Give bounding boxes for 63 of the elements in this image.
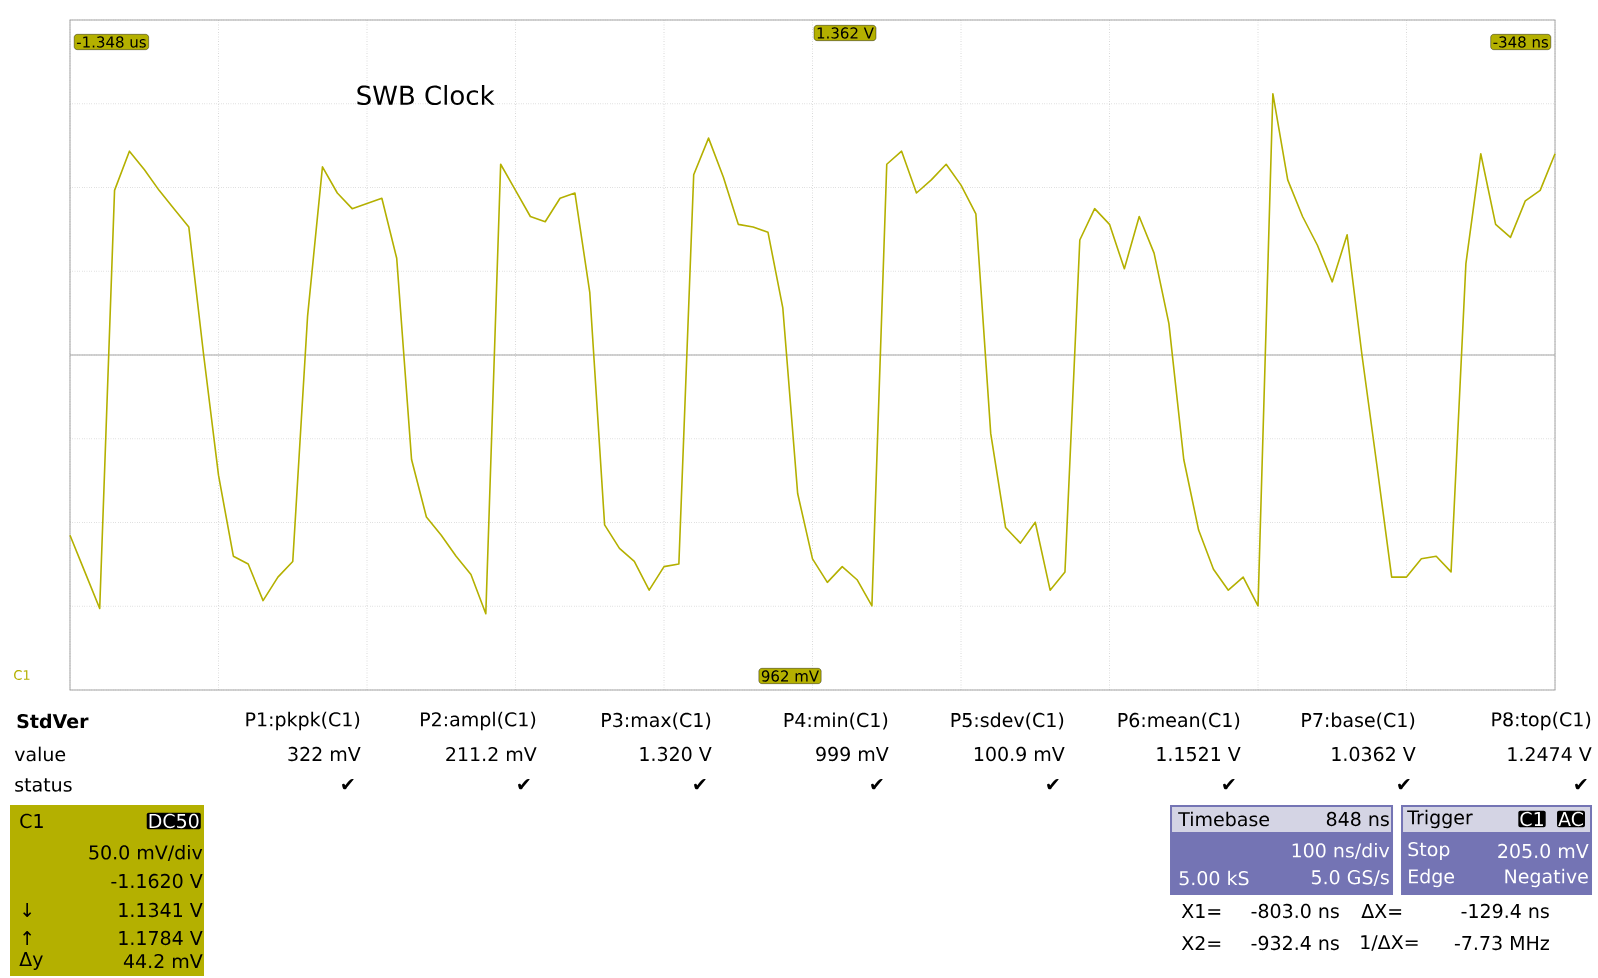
text: 5.0 GS/s	[1311, 870, 1389, 886]
text: P6:mean(C1)	[1118, 712, 1240, 730]
text: ✔	[1575, 779, 1587, 790]
text: -1.1620 V	[111, 873, 203, 889]
text: P3:max(C1)	[602, 712, 711, 730]
text: ✔	[1047, 779, 1059, 790]
text: P2:ampl(C1)	[421, 711, 536, 731]
text: P8:top(C1)	[1492, 711, 1591, 731]
text: ✔	[1398, 779, 1410, 790]
text: X1=	[1181, 904, 1221, 918]
text: 1.1784 V	[119, 930, 203, 946]
text: ✔	[1223, 779, 1235, 790]
text: Negative	[1505, 868, 1588, 888]
text: 1.1341 V	[119, 902, 203, 918]
text: 205.0 mV	[1498, 843, 1589, 859]
text: C1	[14, 670, 30, 680]
text: C1	[1520, 811, 1543, 827]
text: Trigger	[1407, 809, 1473, 829]
text: 1.1521 V	[1157, 746, 1241, 762]
text: 1.362 V	[817, 27, 874, 39]
text: ↑	[23, 931, 32, 945]
text: 1.0362 V	[1332, 746, 1416, 762]
chart-title: SWB Clock	[357, 84, 495, 106]
text: ✔	[871, 779, 883, 790]
text: 1.320 V	[640, 746, 712, 762]
text: 5.00 kS	[1179, 870, 1249, 886]
text: DC50	[149, 813, 199, 829]
text: C1	[20, 813, 43, 829]
text: ↓	[23, 903, 32, 917]
text: -803.0 ns	[1251, 903, 1339, 919]
text: -129.4 ns	[1461, 903, 1549, 919]
text: StdVer	[17, 713, 89, 729]
text: X2=	[1181, 935, 1221, 951]
text: P5:sdev(C1)	[951, 712, 1064, 730]
text: 1/ΔX=	[1361, 935, 1418, 951]
text: -1.348 us	[76, 36, 146, 48]
text: 211.2 mV	[446, 746, 537, 762]
text: P4:min(C1)	[784, 712, 888, 730]
text: Δy	[19, 952, 43, 970]
text: Timebase	[1178, 811, 1270, 827]
text: ΔX=	[1361, 904, 1402, 918]
text: 848 ns	[1326, 811, 1389, 827]
text: ✔	[342, 779, 354, 790]
text: ✔	[694, 779, 706, 790]
text: 100.9 mV	[974, 746, 1065, 762]
text: 44.2 mV	[123, 953, 203, 969]
text: P1:pkpk(C1)	[246, 711, 360, 731]
text: 1.2474 V	[1508, 746, 1592, 762]
text: -348 ns	[1493, 36, 1549, 48]
text: 322 mV	[288, 746, 361, 762]
text: Edge	[1409, 868, 1455, 888]
text: ✔	[518, 779, 530, 790]
text: 999 mV	[816, 746, 889, 762]
text: AC	[1558, 811, 1583, 827]
text: P7:base(C1)	[1302, 712, 1415, 730]
text: 50.0 mV/div	[89, 844, 203, 862]
text: -7.73 MHz	[1454, 935, 1549, 951]
text: value	[14, 746, 66, 762]
text: 962 mV	[761, 670, 819, 682]
text: 100 ns/div	[1292, 842, 1390, 860]
text: status	[15, 778, 72, 792]
text: -932.4 ns	[1251, 935, 1339, 951]
text: Stop	[1408, 841, 1450, 861]
